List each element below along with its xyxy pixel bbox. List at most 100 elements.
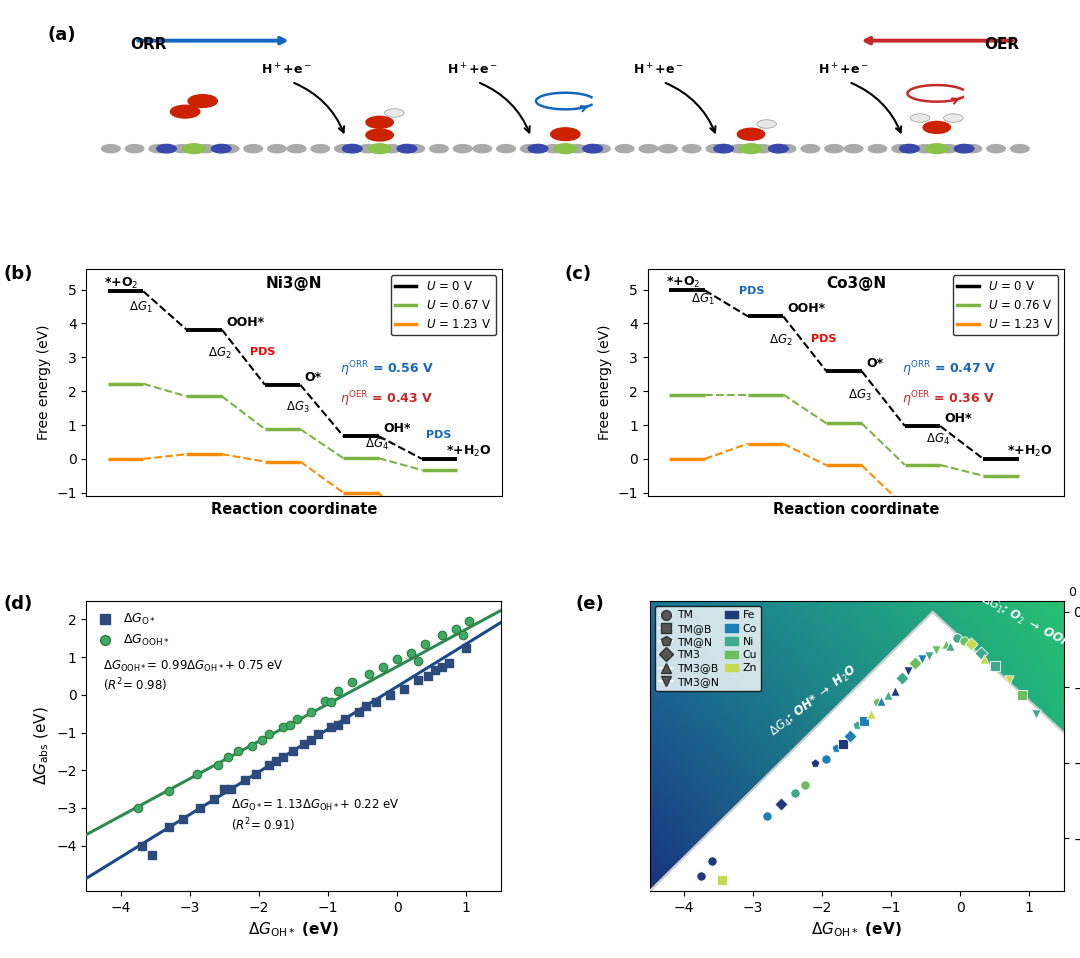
Circle shape [220,145,239,152]
Text: (b): (b) [3,264,32,283]
Circle shape [592,145,610,152]
Text: 0: 0 [1068,586,1076,599]
Point [361,667,378,682]
Legend: TM, TM@B, TM@N, TM3, TM3@B, TM3@N, Fe, Co, Ni, Cu, Zn: TM, TM@B, TM@N, TM3, TM3@B, TM3@N, Fe, C… [656,606,761,691]
Point [133,838,150,854]
Point [458,640,475,655]
Point [976,651,994,667]
Point [329,683,347,698]
Circle shape [268,145,286,152]
Point [350,704,367,719]
Point [1014,687,1031,702]
Text: OOH*: OOH* [226,315,265,329]
Point [855,714,873,729]
Circle shape [916,145,934,152]
Point [886,683,903,698]
Circle shape [102,145,120,152]
Circle shape [868,145,887,152]
Point [893,671,910,686]
Text: Co3@N: Co3@N [826,276,886,291]
Text: PDS: PDS [739,285,765,296]
Point [144,848,161,863]
Circle shape [754,145,772,152]
Text: *+H$_2$O: *+H$_2$O [1008,444,1053,459]
Text: $\Delta G_{\rm OOH*}$= 0.99$\Delta G_{\rm OH*}$+ 0.75 eV
($R^2$= 0.98): $\Delta G_{\rm OOH*}$= 0.99$\Delta G_{\r… [103,659,284,695]
Text: $\Delta G_{\rm O*}$= 1.13$\Delta G_{\rm OH*}$+ 0.22 eV
($R^2$= 0.91): $\Delta G_{\rm O*}$= 1.13$\Delta G_{\rm … [231,798,400,833]
Point [161,784,178,799]
Point [323,719,340,735]
Legend: $U$ = 0 V, $U$ = 0.67 V, $U$ = 1.23 V: $U$ = 0 V, $U$ = 0.67 V, $U$ = 1.23 V [391,275,497,335]
Point [329,718,347,733]
Circle shape [769,145,788,153]
Text: PDS: PDS [427,430,451,441]
Circle shape [778,145,796,152]
Point [260,757,278,772]
X-axis label: $\Delta G_{\rm OH*}$ (eV): $\Delta G_{\rm OH*}$ (eV) [811,921,902,939]
Text: $\Delta G_4$: $\Delta G_4$ [927,431,950,446]
Circle shape [430,145,448,152]
Text: $\Delta G_3$: $\Delta G_3$ [286,399,310,415]
Point [285,743,302,759]
Circle shape [244,145,262,152]
Circle shape [801,145,820,152]
Text: $\Delta G_1$: $\Delta G_1$ [691,292,715,308]
Circle shape [188,95,217,107]
Text: $\Delta G_1$: $\Delta G_1$ [130,300,153,314]
Text: *+O$_2$: *+O$_2$ [666,275,700,290]
Text: (a): (a) [48,26,76,44]
Point [315,693,333,708]
Point [282,718,299,733]
Point [461,614,478,629]
Circle shape [521,145,539,152]
Text: OH*: OH* [383,422,410,435]
Point [920,648,937,663]
Point [337,712,354,727]
Text: OER: OER [985,37,1020,53]
Text: ORR: ORR [131,37,167,53]
Circle shape [616,145,634,152]
Circle shape [740,144,762,153]
Text: PDS: PDS [811,334,837,344]
Legend: $\Delta G_{\rm O*}$, $\Delta G_{\rm OOH*}$: $\Delta G_{\rm O*}$, $\Delta G_{\rm OOH*… [93,606,174,653]
Point [447,621,464,636]
Point [419,669,436,684]
Point [758,808,775,823]
Point [302,733,320,748]
Circle shape [473,145,491,152]
Point [288,712,306,727]
X-axis label: Reaction coordinate: Reaction coordinate [772,502,939,516]
Text: H$^+$+e$^-$: H$^+$+e$^-$ [819,62,869,78]
Circle shape [910,114,930,123]
Point [786,786,804,801]
Circle shape [359,145,377,152]
Circle shape [528,145,548,153]
Point [302,704,320,719]
X-axis label: Reaction coordinate: Reaction coordinate [212,502,378,516]
Point [174,811,191,827]
Point [942,638,959,653]
Circle shape [311,145,329,152]
Circle shape [714,145,733,153]
Point [796,778,813,793]
Circle shape [825,145,843,152]
Circle shape [683,145,701,152]
Text: OH*: OH* [945,412,972,425]
Point [409,673,427,688]
Text: H$^+$+e$^-$: H$^+$+e$^-$ [633,62,684,78]
Point [260,727,278,742]
Point [416,636,433,651]
Point [873,694,890,709]
Circle shape [963,145,982,152]
Circle shape [940,145,958,152]
Point [955,633,972,649]
Point [848,718,865,733]
Circle shape [900,145,919,153]
Point [254,733,271,748]
Point [247,766,265,782]
Point [389,651,406,667]
Point [928,642,945,657]
Circle shape [366,129,393,141]
Circle shape [287,145,306,152]
Point [986,658,1003,673]
Point [237,772,254,787]
